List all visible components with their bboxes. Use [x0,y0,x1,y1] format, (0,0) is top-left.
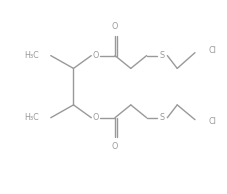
Text: O: O [112,142,118,151]
Text: O: O [92,51,99,60]
Text: Cl: Cl [209,117,217,126]
Text: S: S [160,113,165,122]
Text: H₃C: H₃C [24,51,39,60]
Text: O: O [112,22,118,31]
Text: S: S [160,51,165,60]
Text: O: O [92,113,99,122]
Text: H₃C: H₃C [24,113,39,122]
Text: Cl: Cl [209,46,217,55]
